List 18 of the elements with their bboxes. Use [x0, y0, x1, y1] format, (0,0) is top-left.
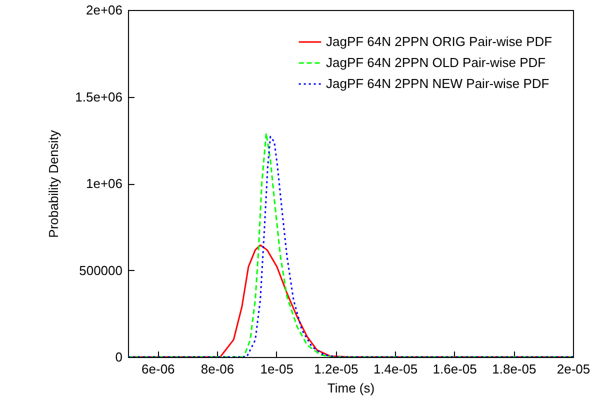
x-tick-label: 1.4e-05 [373, 362, 418, 376]
x-tick-label: 1.8e-05 [492, 362, 536, 376]
x-tick-label: 1.2e-05 [314, 362, 358, 376]
legend-label: JagPF 64N 2PPN ORIG Pair-wise PDF [326, 34, 552, 49]
y-tick-label: 0 [115, 350, 122, 364]
x-tick-label: 6e-06 [142, 362, 175, 376]
y-tick-label: 1.5e+06 [75, 89, 122, 104]
y-tick-label: 1e+06 [86, 176, 122, 191]
x-axis-title: Time (s) [327, 380, 375, 396]
x-tick-label: 1.6e-05 [432, 362, 477, 376]
x-tick-label: 1e-05 [260, 362, 294, 376]
y-tick-label: 500000 [79, 262, 122, 278]
legend-label: JagPF 64N 2PPN NEW Pair-wise PDF [326, 76, 550, 91]
x-tick-label: 2e-05 [556, 362, 590, 376]
legend-label: JagPF 64N 2PPN OLD Pair-wise PDF [326, 55, 546, 70]
y-tick-label: 2e+06 [86, 2, 122, 18]
x-tick-label: 8e-06 [200, 362, 234, 376]
y-axis-title: Probability Density [46, 130, 62, 238]
